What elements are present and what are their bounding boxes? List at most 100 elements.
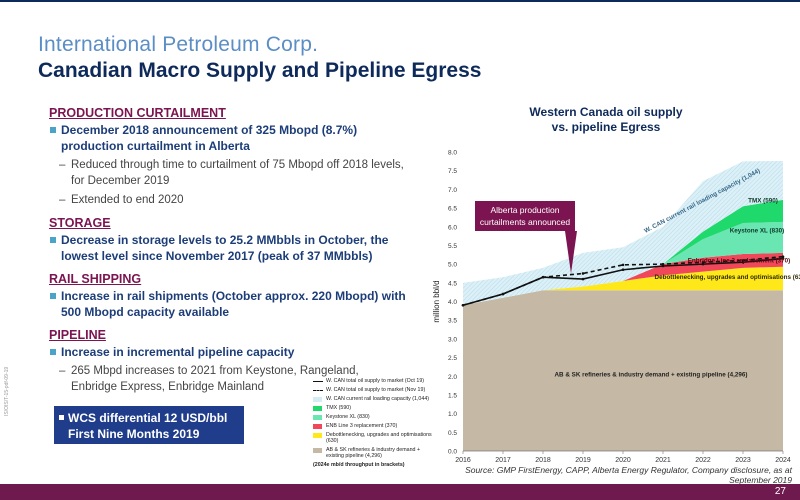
- line-point: [741, 260, 745, 264]
- area-ab-0: [463, 290, 783, 451]
- left-text-column: PRODUCTION CURTAILMENT December 2018 ann…: [49, 100, 419, 395]
- top-rule: [0, 0, 800, 2]
- section-title: STORAGE: [49, 216, 111, 230]
- y-tick-label: 2.5: [448, 355, 457, 362]
- legend-item-keystone: Keystone XL (830): [313, 414, 437, 420]
- y-tick-label: 3.0: [448, 336, 457, 343]
- line-point: [621, 263, 625, 267]
- x-tick-label: 2019: [575, 457, 591, 464]
- area-label: TMX (590): [748, 197, 778, 204]
- legend-label: W. CAN current rail loading capacity (1,…: [326, 396, 430, 402]
- legend-label: Keystone XL (830): [326, 414, 370, 420]
- area-keystone-3: [463, 221, 783, 306]
- wcs-line-1: WCS differential 12 USD/bbl: [68, 411, 228, 425]
- y-tick-label: 8.0: [448, 150, 457, 157]
- y-tick-label: 6.0: [448, 224, 457, 231]
- legend-item-debottleneck: Debottlenecking, upgrades and optimisati…: [313, 432, 437, 444]
- chart-title: Western Canada oil supply vs. pipeline Eg…: [500, 105, 712, 135]
- x-tick-label: 2023: [735, 457, 751, 464]
- y-tick-label: 5.0: [448, 262, 457, 269]
- y-tick-label: 5.5: [448, 243, 457, 250]
- line-point: [541, 275, 545, 279]
- line-point: [461, 303, 465, 307]
- line-point: [581, 277, 585, 281]
- page-number: 27: [774, 486, 786, 497]
- y-tick-label: 0.5: [448, 430, 457, 437]
- x-tick-label: 2024: [775, 457, 791, 464]
- chart-title-line: vs. pipeline Egress: [551, 120, 661, 134]
- legend-item-rail: W. CAN current rail loading capacity (1,…: [313, 396, 437, 402]
- chart-legend: W. CAN total oil supply to market (Oct 1…: [313, 378, 437, 468]
- series-line-1: [462, 255, 784, 307]
- y-tick-label: 4.0: [448, 299, 457, 306]
- area-enb-2: [463, 252, 783, 306]
- legend-item-line-nov: W. CAN total oil supply to market (Nov 1…: [313, 387, 437, 393]
- bullet: Decrease in storage levels to 25.2 MMbbl…: [49, 232, 419, 264]
- section-title: RAIL SHIPPING: [49, 272, 142, 286]
- area-label: Enbridge Line 3 replacement (370): [688, 257, 791, 264]
- line-point: [701, 262, 705, 266]
- section-rail: RAIL SHIPPING Increase in rail shipments…: [49, 272, 419, 320]
- wcs-line-2: First Nine Months 2019: [68, 427, 200, 441]
- x-tick-label: 2017: [495, 457, 511, 464]
- legend-label: ENB Line 3 replacement (370): [326, 423, 398, 429]
- legend-item-enb: ENB Line 3 replacement (370): [313, 423, 437, 429]
- wcs-differential-box: WCS differential 12 USD/bbl First Nine M…: [54, 406, 244, 444]
- curtailment-callout: Alberta production curtailments announce…: [475, 201, 575, 231]
- source-note: Source: GMP FirstEnergy, CAPP, Alberta E…: [465, 465, 792, 485]
- y-tick-label: 1.0: [448, 411, 457, 418]
- footer-bar: [0, 484, 800, 500]
- bullet: Increase in rail shipments (October appr…: [49, 288, 419, 320]
- y-tick-label: 0.0: [448, 449, 457, 456]
- line-point: [701, 260, 705, 264]
- line-point: [741, 259, 745, 262]
- line-point: [581, 272, 585, 275]
- area-w-5: [463, 160, 783, 306]
- x-tick-label: 2018: [535, 457, 551, 464]
- x-tick-label: 2016: [455, 457, 471, 464]
- y-axis-label: million bbl/d: [432, 280, 441, 322]
- section-title: PIPELINE: [49, 328, 106, 342]
- y-tick-label: 1.5: [448, 392, 457, 399]
- legend-label: W. CAN total oil supply to market (Nov 1…: [326, 387, 426, 393]
- bullet: Increase in incremental pipeline capacit…: [49, 344, 419, 360]
- line-point: [501, 292, 505, 296]
- y-tick-label: 7.0: [448, 187, 457, 194]
- company-name: International Petroleum Corp.: [38, 33, 319, 56]
- area-debottlenecking-1: [463, 266, 783, 306]
- legend-item-tmx: TMX (590): [313, 405, 437, 411]
- section-title: PRODUCTION CURTAILMENT: [49, 106, 226, 120]
- section-pipeline: PIPELINE Increase in incremental pipelin…: [49, 328, 419, 395]
- area-label: Keystone XL (830): [730, 227, 784, 234]
- y-tick-label: 4.5: [448, 280, 457, 287]
- y-tick-label: 2.0: [448, 374, 457, 381]
- legend-label: W. CAN total oil supply to market (Oct 1…: [326, 378, 425, 384]
- section-production: PRODUCTION CURTAILMENT December 2018 ann…: [49, 106, 419, 208]
- sub-bullet: Extended to end 2020: [49, 192, 419, 208]
- line-point: [661, 262, 665, 266]
- area-tmx-4: [463, 199, 783, 306]
- line-point: [661, 264, 665, 268]
- legend-label: AB & SK refineries & industry demand + e…: [326, 447, 421, 459]
- bullet: December 2018 announcement of 325 Mbopd …: [49, 122, 419, 154]
- legend-item-line-oct: W. CAN total oil supply to market (Oct 1…: [313, 378, 437, 384]
- x-tick-label: 2020: [615, 457, 631, 464]
- chart-title-line: Western Canada oil supply: [529, 105, 683, 119]
- y-tick-label: 6.5: [448, 206, 457, 213]
- sub-bullet: Reduced through time to curtailment of 7…: [49, 157, 419, 189]
- page-title: Canadian Macro Supply and Pipeline Egres…: [38, 59, 482, 82]
- area-label: AB & SK refineries & industry demand + e…: [555, 371, 748, 378]
- legend-note: (2024e mb/d throughput in brackets): [313, 462, 405, 468]
- line-point: [621, 268, 625, 272]
- section-storage: STORAGE Decrease in storage levels to 25…: [49, 216, 419, 264]
- legend-label: Debottlenecking, upgrades and optimisati…: [326, 432, 432, 444]
- line-point: [781, 255, 785, 258]
- legend-label: TMX (590): [326, 405, 352, 411]
- sub-bullet: 265 Mbpd increases to 2021 from Keystone…: [49, 363, 371, 395]
- line-point: [781, 257, 785, 260]
- x-tick-label: 2021: [655, 457, 671, 464]
- y-tick-label: 7.5: [448, 168, 457, 175]
- area-label: Debottlenecking, upgrades and optimisati…: [655, 274, 800, 281]
- x-tick-label: 2022: [695, 457, 711, 464]
